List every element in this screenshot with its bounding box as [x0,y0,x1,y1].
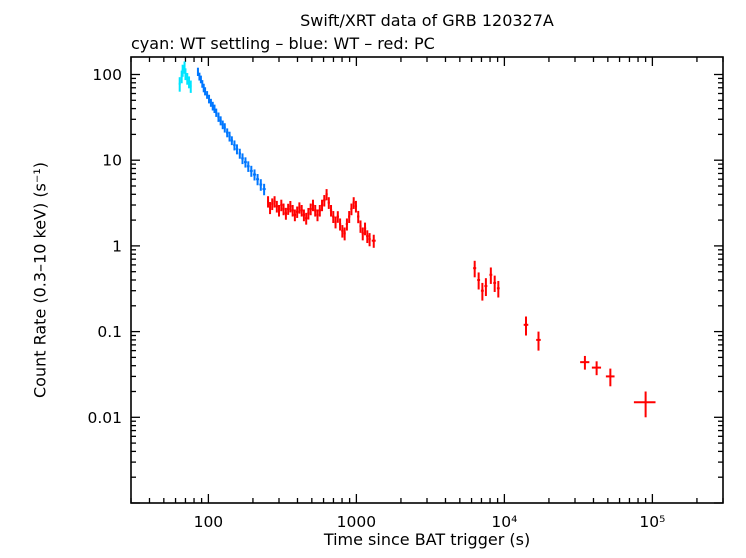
svg-text:10⁵: 10⁵ [639,513,665,531]
svg-text:100: 100 [92,66,122,84]
svg-text:100: 100 [194,513,224,531]
svg-text:1000: 1000 [337,513,376,531]
svg-text:10⁴: 10⁴ [491,513,517,531]
svg-text:1: 1 [112,237,122,255]
chart-title: Swift/XRT data of GRB 120327A [300,11,554,30]
svg-text:0.1: 0.1 [97,323,122,341]
y-axis-label: Count Rate (0.3–10 keV) (s⁻¹) [30,162,50,398]
svg-text:0.01: 0.01 [87,409,122,427]
x-axis-label: Time since BAT trigger (s) [323,530,531,549]
svg-text:10: 10 [102,152,122,170]
chart-subtitle: cyan: WT settling – blue: WT – red: PC [131,34,435,53]
